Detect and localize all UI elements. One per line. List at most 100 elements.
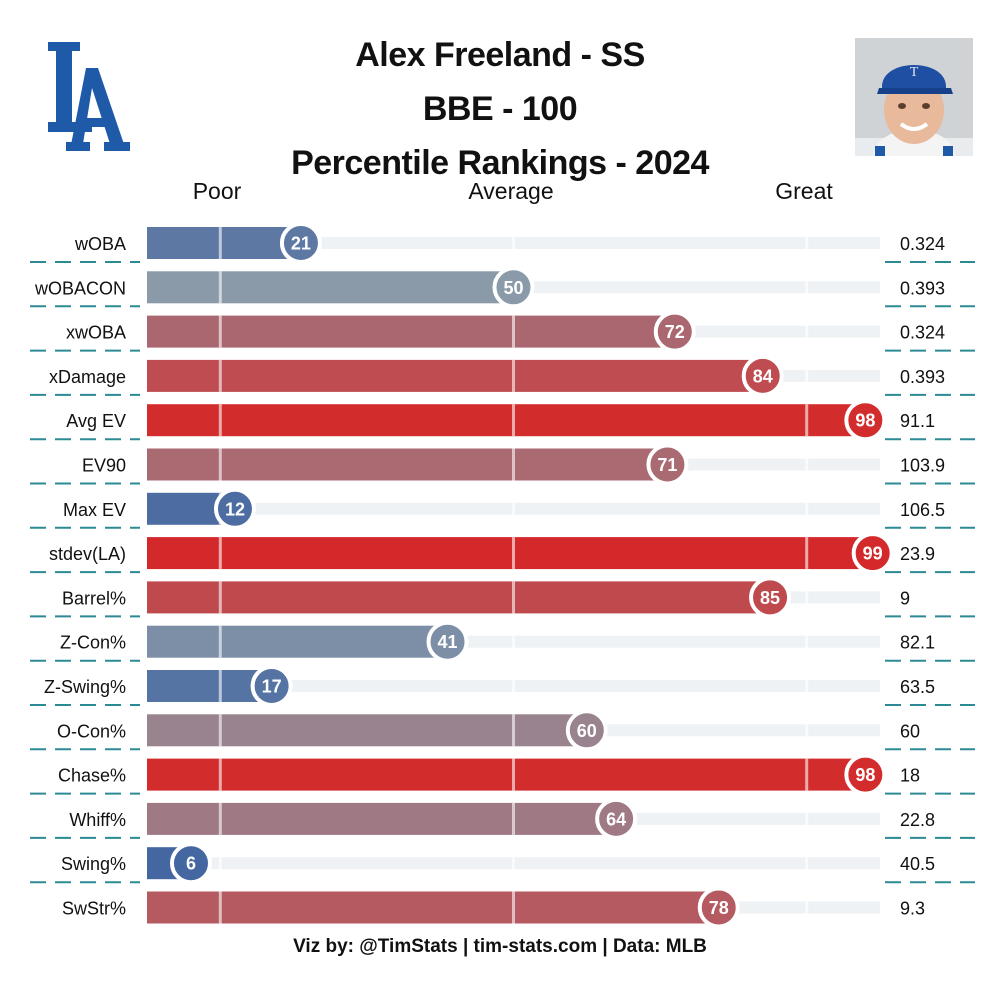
title-block: Alex Freeland - SS BBE - 100 Percentile … — [200, 28, 800, 190]
svg-text:T: T — [910, 65, 919, 80]
percentile-label: 12 — [225, 499, 245, 519]
bar-Avg EV — [147, 404, 866, 437]
reference-line — [805, 847, 809, 880]
reference-line — [512, 492, 515, 525]
percentile-marker — [169, 842, 212, 885]
title-line-bbe: BBE - 100 — [422, 90, 578, 128]
reference-line — [805, 271, 809, 304]
category-label: Whiff% — [69, 810, 126, 830]
percentile-label: 84 — [753, 366, 773, 386]
title-line-player: Alex Freeland - SS — [355, 36, 645, 74]
percentile-marker — [279, 222, 322, 264]
percentile-label: 98 — [855, 765, 875, 785]
category-label: O-Con% — [57, 721, 126, 741]
reference-line — [512, 847, 515, 880]
stat-value: 0.393 — [900, 278, 945, 298]
reference-line — [218, 581, 222, 614]
percentile-marker — [653, 310, 696, 353]
bar-wOBACON — [147, 271, 514, 304]
stat-value: 106.5 — [900, 500, 945, 520]
reference-line — [512, 758, 515, 791]
reference-line — [218, 847, 222, 880]
reference-line — [805, 359, 809, 392]
reference-line — [218, 404, 222, 437]
reference-line — [805, 581, 809, 614]
percentile-marker — [492, 266, 535, 309]
percentile-label: 6 — [186, 854, 196, 874]
category-label: Chase% — [58, 766, 126, 786]
percentile-marker — [426, 620, 469, 663]
percentile-marker — [851, 532, 894, 575]
scale-label-average: Average — [468, 178, 554, 204]
percentile-label: 85 — [760, 588, 780, 608]
scale-label-great: Great — [775, 178, 833, 204]
stat-value: 82.1 — [900, 633, 935, 653]
percentile-label: 64 — [606, 809, 626, 829]
reference-line — [218, 359, 222, 392]
percentile-label: 78 — [709, 898, 729, 918]
bar-Chase% — [147, 758, 866, 791]
category-label: stdev(LA) — [49, 544, 126, 564]
reference-line — [805, 492, 809, 525]
reference-line — [805, 448, 809, 481]
percentile-label: 99 — [863, 544, 883, 564]
percentile-label: 60 — [577, 721, 597, 741]
category-label: wOBACON — [34, 278, 126, 298]
percentile-marker — [741, 354, 784, 397]
category-label: Max EV — [63, 500, 126, 520]
percentile-label: 17 — [262, 677, 282, 697]
percentile-label: 98 — [855, 411, 875, 431]
stat-value: 9 — [900, 588, 910, 608]
reference-line — [805, 891, 809, 924]
reference-line — [218, 714, 222, 747]
reference-line — [512, 227, 515, 259]
stat-value: 9.3 — [900, 899, 925, 919]
player-headshot-icon: T — [855, 38, 973, 156]
reference-line — [805, 670, 809, 702]
category-label: wOBA — [74, 234, 126, 254]
reference-line — [512, 404, 515, 437]
footer-credit: Viz by: @TimStats | tim-stats.com | Data… — [293, 936, 707, 957]
category-label: Avg EV — [66, 411, 126, 431]
stat-value: 40.5 — [900, 854, 935, 874]
category-label: SwStr% — [62, 899, 126, 919]
percentile-label: 41 — [438, 632, 458, 652]
reference-line — [805, 625, 809, 658]
reference-line — [218, 670, 222, 702]
reference-line — [512, 581, 515, 614]
bar-xDamage — [147, 359, 763, 392]
reference-line — [218, 802, 222, 835]
percentile-chart: wOBA 0.324 21 wOBACON 0.393 50 xwOBA 0.324 72 xDa… — [30, 222, 975, 925]
stat-value: 60 — [900, 721, 920, 741]
stat-value: 23.9 — [900, 544, 935, 564]
category-label: xDamage — [49, 367, 126, 387]
reference-line — [218, 227, 222, 259]
stat-value: 91.1 — [900, 411, 935, 431]
bar-EV90 — [147, 448, 668, 481]
bar-Barrel% — [147, 581, 771, 614]
reference-line — [218, 271, 222, 304]
percentile-marker — [213, 487, 256, 530]
reference-line — [805, 758, 809, 791]
bar-Whiff% — [147, 802, 617, 835]
bar-wOBA — [147, 227, 301, 259]
reference-line — [805, 537, 809, 570]
reference-line — [805, 227, 809, 259]
reference-line — [512, 802, 515, 835]
stat-value: 18 — [900, 766, 920, 786]
category-label: Barrel% — [62, 588, 126, 608]
reference-line — [512, 315, 515, 348]
la-dodgers-logo-icon — [48, 42, 130, 151]
reference-line — [218, 448, 222, 481]
stat-value: 0.393 — [900, 367, 945, 387]
reference-line — [218, 625, 222, 658]
reference-line — [512, 891, 515, 924]
bar-SwStr% — [147, 891, 719, 924]
percentile-label: 71 — [657, 455, 677, 475]
category-label: Z-Con% — [60, 633, 126, 653]
reference-line — [512, 714, 515, 747]
category-label: xwOBA — [66, 323, 126, 343]
category-label: Swing% — [61, 854, 126, 874]
reference-line — [805, 714, 809, 747]
bar-xwOBA — [147, 315, 675, 348]
